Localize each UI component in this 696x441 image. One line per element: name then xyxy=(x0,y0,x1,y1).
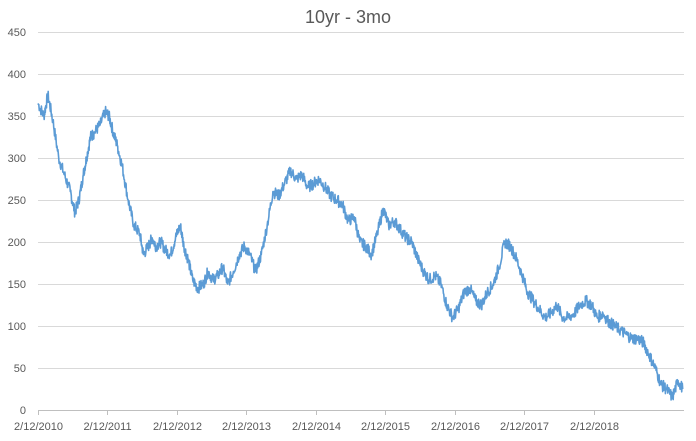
x-tick-label: 2/12/2011 xyxy=(83,421,131,433)
series-layer xyxy=(37,90,684,401)
y-tick-label: 400 xyxy=(8,69,26,81)
x-tick-label: 2/12/2012 xyxy=(153,421,202,433)
series-line xyxy=(37,90,684,401)
x-tick-label: 2/12/2015 xyxy=(361,421,410,433)
chart-title: 10yr - 3mo xyxy=(305,7,391,27)
y-tick-label: 450 xyxy=(8,27,26,39)
x-tick-label: 2/12/2016 xyxy=(431,421,480,433)
x-tick-label: 2/12/2010 xyxy=(14,421,63,433)
y-tick-label: 300 xyxy=(8,153,26,165)
y-axis-ticks: 0 50 100 150 200 250 300 350 400 450 xyxy=(8,27,26,417)
y-tick-label: 200 xyxy=(8,237,26,249)
x-tick-label: 2/12/2014 xyxy=(292,421,341,433)
x-tick-label: 2/12/2013 xyxy=(222,421,271,433)
x-axis: 2/12/2010 2/12/2011 2/12/2012 2/12/2013 2/12… xyxy=(14,410,684,433)
y-tick-label: 250 xyxy=(8,195,26,207)
x-tick-label: 2/12/2018 xyxy=(570,421,619,433)
y-tick-label: 0 xyxy=(20,405,26,417)
y-tick-label: 50 xyxy=(14,363,26,375)
y-tick-label: 150 xyxy=(8,279,26,291)
y-tick-label: 350 xyxy=(8,111,26,123)
y-tick-label: 100 xyxy=(8,321,26,333)
gridlines xyxy=(38,32,684,369)
x-tick-label: 2/12/2017 xyxy=(500,421,549,433)
